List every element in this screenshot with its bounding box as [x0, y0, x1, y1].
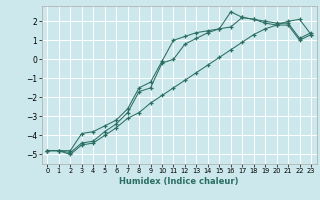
- X-axis label: Humidex (Indice chaleur): Humidex (Indice chaleur): [119, 177, 239, 186]
